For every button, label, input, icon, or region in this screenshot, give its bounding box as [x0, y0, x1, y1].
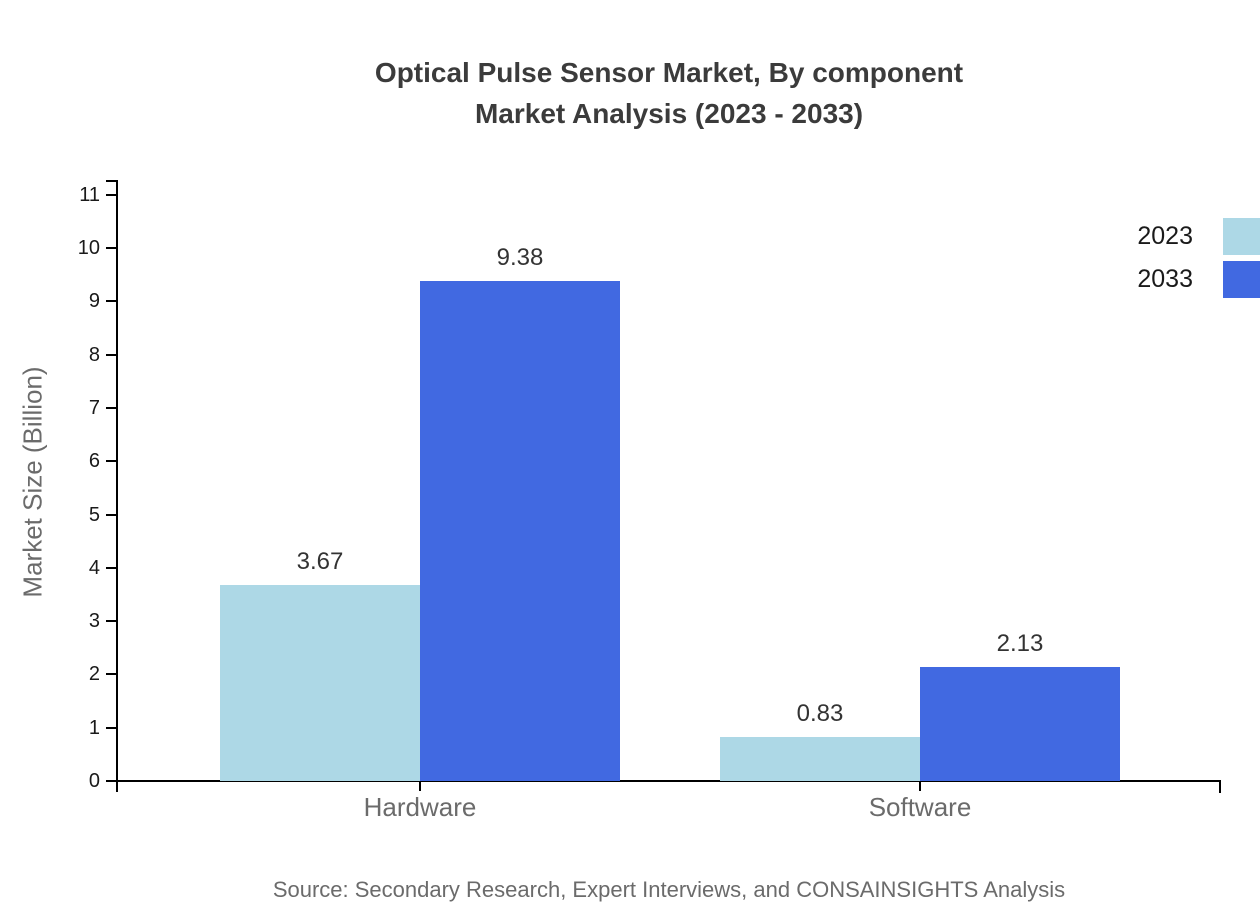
legend-item-2033: 2033	[1137, 261, 1260, 298]
chart-title-line2: Market Analysis (2023 - 2033)	[474, 98, 864, 129]
source-note: Source: Secondary Research, Expert Inter…	[272, 877, 1066, 902]
y-tick-label: 11	[79, 184, 100, 206]
y-tick	[106, 567, 116, 569]
y-axis-end-tick	[106, 180, 116, 182]
bar	[720, 737, 920, 781]
y-tick-label: 3	[88, 610, 100, 632]
x-category-label: Software	[868, 792, 972, 822]
bar	[920, 667, 1120, 781]
y-tick	[106, 247, 116, 249]
chart-title: Optical Pulse Sensor Market, By componen…	[118, 52, 1220, 134]
value-label: 0.83	[796, 700, 844, 727]
legend-swatch-2033	[1223, 261, 1260, 298]
y-tick	[106, 620, 116, 622]
bar	[220, 585, 420, 781]
value-label: 9.38	[496, 244, 544, 271]
y-tick-label: 6	[88, 450, 100, 472]
y-tick	[106, 300, 116, 302]
y-tick	[106, 407, 116, 409]
y-axis-line	[116, 180, 118, 792]
legend-swatch-2023	[1223, 218, 1260, 255]
x-tick	[419, 781, 421, 791]
x-category-label: Hardware	[363, 792, 477, 822]
y-tick	[106, 194, 116, 196]
y-tick-label: 0	[88, 770, 100, 792]
value-label: 3.67	[296, 548, 344, 575]
legend-label: 2023	[1137, 222, 1193, 250]
y-tick	[106, 354, 116, 356]
legend: 2023 2033	[1137, 218, 1260, 304]
y-tick	[106, 514, 116, 516]
bar	[420, 281, 620, 781]
x-axis-end-tick	[1219, 781, 1221, 793]
y-tick	[106, 673, 116, 675]
legend-label: 2033	[1137, 265, 1193, 293]
y-tick-label: 7	[88, 397, 100, 419]
x-axis-line	[116, 780, 1221, 782]
y-tick	[106, 780, 116, 782]
y-tick-label: 4	[88, 557, 100, 579]
y-tick	[106, 460, 116, 462]
y-tick-label: 2	[88, 663, 100, 685]
value-label: 2.13	[996, 630, 1044, 657]
y-tick-label: 5	[88, 504, 100, 526]
legend-item-2023: 2023	[1137, 218, 1260, 255]
x-tick	[919, 781, 921, 791]
chart-title-line1: Optical Pulse Sensor Market, By componen…	[374, 57, 964, 88]
y-tick-label: 9	[88, 290, 100, 312]
y-tick-label: 8	[88, 344, 100, 366]
y-tick	[106, 727, 116, 729]
y-tick-label: 1	[88, 717, 100, 739]
y-tick-label: 10	[77, 237, 100, 259]
